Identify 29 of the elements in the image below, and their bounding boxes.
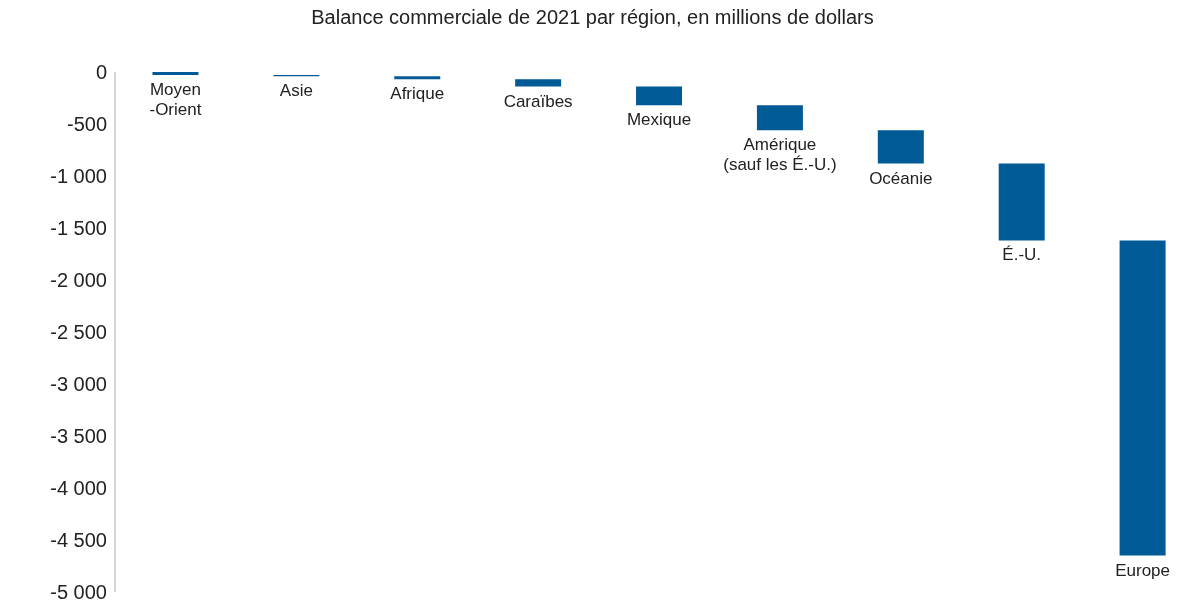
x-tick-label: Asie [279, 81, 313, 101]
x-tick-label: Mexique [626, 110, 692, 130]
y-tick-label: -2 500 [50, 321, 107, 344]
y-tick-label: -1 000 [50, 165, 107, 188]
x-tick-label: Afrique [390, 84, 445, 104]
bar [1119, 240, 1166, 556]
bar [636, 86, 683, 106]
y-tick-label: -500 [66, 113, 107, 136]
y-tick-label: -4 000 [50, 477, 107, 500]
x-tick-label: Océanie [869, 168, 933, 188]
x-tick-label: Amérique (sauf les É.-U.) [723, 135, 837, 175]
x-tick-label: Moyen-Orient [149, 80, 202, 120]
y-tick-label: -3 500 [50, 425, 107, 448]
bar [394, 76, 441, 80]
bar [515, 79, 562, 87]
y-tick-label: -1 500 [50, 217, 107, 240]
chart-title: Balance commerciale de 2021 par région, en millions de dollars [310, 6, 875, 29]
bar [998, 163, 1045, 241]
x-tick-label: Caraïbes [503, 91, 573, 111]
bar [877, 130, 924, 164]
x-tick-label: Europe [1115, 560, 1170, 580]
bar [152, 72, 199, 76]
y-tick-label: -2 000 [50, 269, 107, 292]
y-tick-label: 0 [95, 61, 107, 84]
bar [756, 105, 803, 131]
y-tick-label: -3 000 [50, 373, 107, 396]
x-tick-label: É.-U. [1002, 245, 1042, 265]
y-tick-label: -5 000 [50, 581, 107, 600]
y-tick-label: -4 500 [50, 529, 107, 552]
